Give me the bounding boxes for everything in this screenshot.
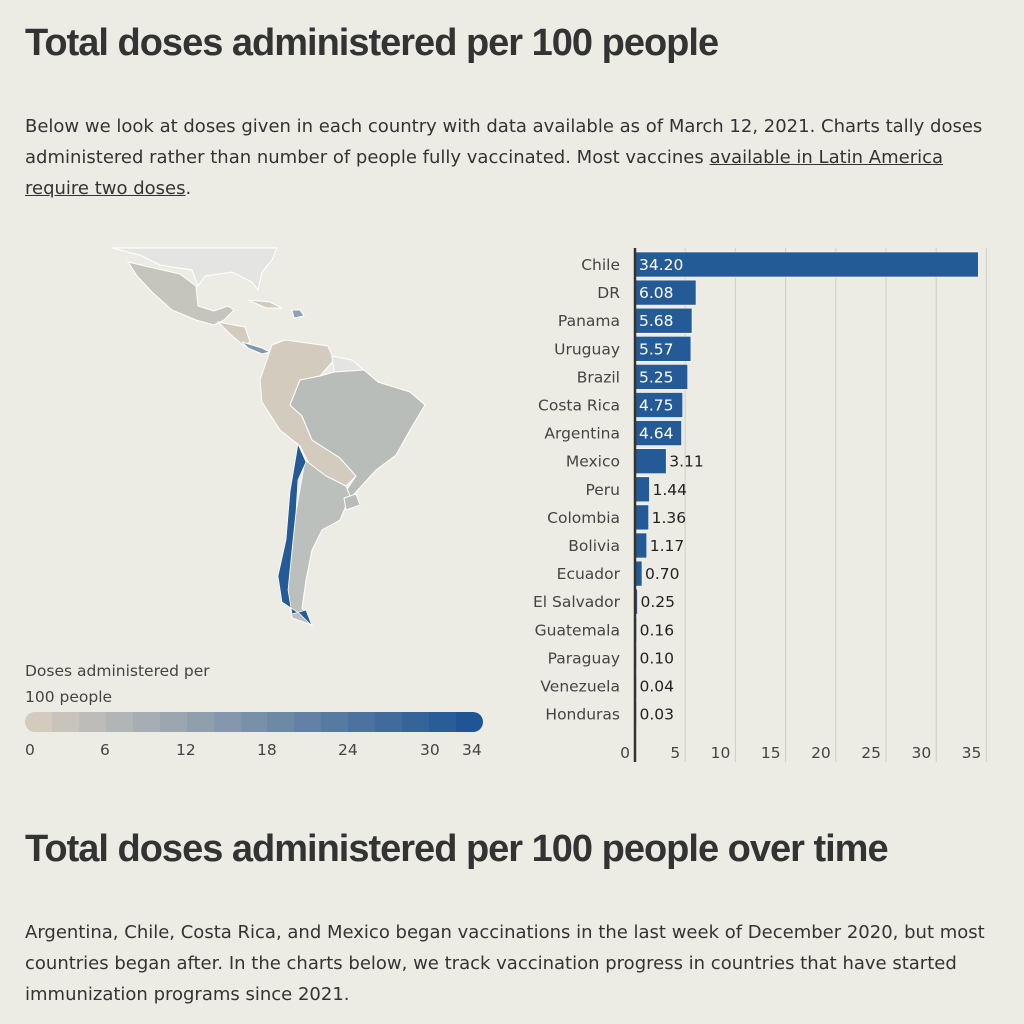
- map-chile: [277, 442, 313, 627]
- intro-text: Below we look at doses given in each cou…: [25, 116, 983, 168]
- legend-color-step: [159, 712, 187, 732]
- data-label: 1.17: [650, 537, 685, 555]
- data-label: 0.16: [640, 621, 675, 639]
- data-label: 4.75: [639, 397, 674, 415]
- section-over-time-intro: Argentina, Chile, Costa Rica, and Mexico…: [25, 922, 985, 1005]
- legend-title: Doses administered per 100 people: [25, 658, 210, 710]
- data-label: 0.70: [645, 565, 680, 583]
- x-tick-label: 0: [620, 744, 630, 762]
- x-tick-label: 15: [761, 744, 781, 762]
- legend-tick: 12: [176, 741, 196, 759]
- legend-color-step: [294, 712, 322, 732]
- legend-color-step: [78, 712, 106, 732]
- category-label: Venezuela: [540, 678, 620, 696]
- x-tick-label: 25: [861, 744, 881, 762]
- legend-tick: 0: [25, 741, 35, 759]
- data-label: 34.20: [639, 256, 683, 274]
- map-mexico: [126, 261, 235, 326]
- data-label: 0.25: [641, 593, 676, 611]
- bar: [634, 251, 979, 278]
- category-label: Uruguay: [554, 340, 620, 358]
- section-title: Total doses administered per 100 people: [25, 22, 719, 64]
- legend-color-step: [105, 712, 133, 732]
- category-label: El Salvador: [533, 593, 621, 611]
- category-label: Ecuador: [557, 565, 621, 583]
- legend-color-step: [51, 712, 79, 732]
- legend-color-step: [456, 712, 483, 732]
- bar: [634, 420, 682, 446]
- legend-tick: 6: [100, 741, 110, 759]
- section-intro: Below we look at doses given in each cou…: [25, 111, 985, 204]
- bar: [634, 448, 667, 475]
- legend-color-step: [25, 712, 52, 732]
- category-label: Paraguay: [548, 649, 620, 667]
- legend-color-step: [213, 712, 241, 732]
- category-label: Brazil: [577, 368, 620, 386]
- map-dr: [291, 309, 305, 319]
- legend-color-step: [429, 712, 456, 732]
- x-tick-label: 35: [962, 744, 982, 762]
- category-label: Peru: [585, 481, 620, 499]
- vaccines-link[interactable]: available in Latin America require two d…: [25, 147, 944, 199]
- category-label: Costa Rica: [538, 397, 620, 415]
- bar: [634, 335, 692, 362]
- data-label: 1.36: [652, 509, 687, 527]
- x-tick-label: 10: [711, 744, 731, 762]
- data-label: 1.44: [652, 481, 687, 499]
- category-label: Colombia: [547, 509, 620, 527]
- data-label: 0.03: [640, 706, 675, 724]
- data-label: 3.11: [669, 453, 704, 471]
- latin-america-choropleth-map: [111, 247, 426, 627]
- bar: [634, 364, 689, 390]
- legend-color-step: [402, 712, 430, 732]
- doses-bar-chart: 0 5 10 15 20 25 30 35 Chile 34.20 DR 6.08 Panama 5.68…: [533, 248, 987, 762]
- map-panama-costa-rica: [241, 341, 272, 355]
- map-cuba: [247, 299, 283, 309]
- section-title-over-time: Total doses administered per 100 people …: [25, 828, 889, 870]
- x-tick-label: 5: [670, 744, 680, 762]
- legend-tick: 24: [338, 741, 358, 759]
- data-label: 0.10: [640, 649, 675, 667]
- map-uruguay: [343, 493, 361, 511]
- intro-end: .: [185, 178, 192, 199]
- x-tick-label: 20: [811, 744, 831, 762]
- legend-color-step: [240, 712, 268, 732]
- legend-color-step: [186, 712, 214, 732]
- data-label: 4.64: [639, 425, 674, 443]
- category-label: Bolivia: [568, 537, 620, 555]
- legend-title-line1: Doses administered per: [25, 662, 210, 680]
- legend-color-step: [348, 712, 376, 732]
- bar: [634, 279, 697, 306]
- category-label: Chile: [581, 256, 620, 274]
- category-label: Panama: [558, 312, 620, 330]
- bar: [634, 504, 649, 531]
- legend-color-scale: [25, 712, 483, 732]
- data-label: 6.08: [639, 284, 674, 302]
- legend-tick: 30: [420, 741, 440, 759]
- legend-color-step: [375, 712, 403, 732]
- bar: [634, 532, 648, 559]
- legend-color-step: [321, 712, 349, 732]
- data-label: 5.68: [639, 312, 674, 330]
- map-usa: [111, 247, 278, 292]
- legend-tick: 34: [462, 741, 482, 759]
- legend-color-step: [132, 712, 160, 732]
- legend-title-line2: 100 people: [25, 688, 113, 706]
- category-label: Argentina: [544, 425, 620, 443]
- legend-tick: 18: [257, 741, 277, 759]
- category-label: Honduras: [545, 706, 620, 724]
- legend-color-step: [267, 712, 295, 732]
- data-label: 5.57: [639, 340, 674, 358]
- bar: [634, 476, 650, 503]
- x-tick-label: 30: [911, 744, 931, 762]
- category-label: DR: [597, 284, 620, 302]
- category-label: Guatemala: [535, 621, 620, 639]
- bar: [634, 307, 693, 334]
- data-label: 5.25: [639, 368, 674, 386]
- data-label: 0.04: [640, 678, 675, 696]
- category-label: Mexico: [566, 453, 620, 471]
- map-brazil: [289, 369, 426, 507]
